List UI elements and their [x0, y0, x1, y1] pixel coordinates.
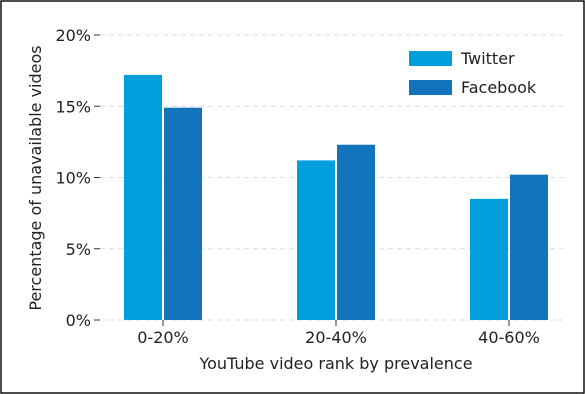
- legend-swatch-facebook: [409, 80, 452, 95]
- bar-facebook-2: [510, 174, 548, 320]
- bar-facebook-0: [164, 107, 202, 320]
- y-tick-label: 10%: [55, 169, 91, 188]
- legend-swatch-twitter: [409, 51, 452, 66]
- bars: [124, 74, 548, 321]
- bar-facebook-1: [337, 144, 375, 320]
- y-tick-label: 0%: [66, 311, 91, 330]
- y-axis: 0% 5% 10% 15% 20%: [55, 26, 100, 330]
- x-axis: 0-20% 20-40% 40-60%: [137, 320, 540, 347]
- x-tick-label: 0-20%: [137, 328, 189, 347]
- y-tick-label: 5%: [66, 240, 91, 259]
- y-tick-label: 20%: [55, 26, 91, 45]
- bar-twitter-1: [297, 160, 335, 320]
- legend-label-twitter: Twitter: [460, 49, 515, 68]
- x-axis-label: YouTube video rank by prevalence: [198, 354, 472, 373]
- bar-twitter-2: [470, 198, 508, 320]
- legend: Twitter Facebook: [409, 49, 537, 97]
- x-tick-label: 40-60%: [478, 328, 540, 347]
- x-tick-label: 20-40%: [305, 328, 367, 347]
- y-axis-label: Percentage of unavailable videos: [26, 45, 45, 310]
- bar-twitter-0: [124, 74, 162, 321]
- legend-label-facebook: Facebook: [461, 78, 537, 97]
- y-tick-label: 15%: [55, 97, 91, 116]
